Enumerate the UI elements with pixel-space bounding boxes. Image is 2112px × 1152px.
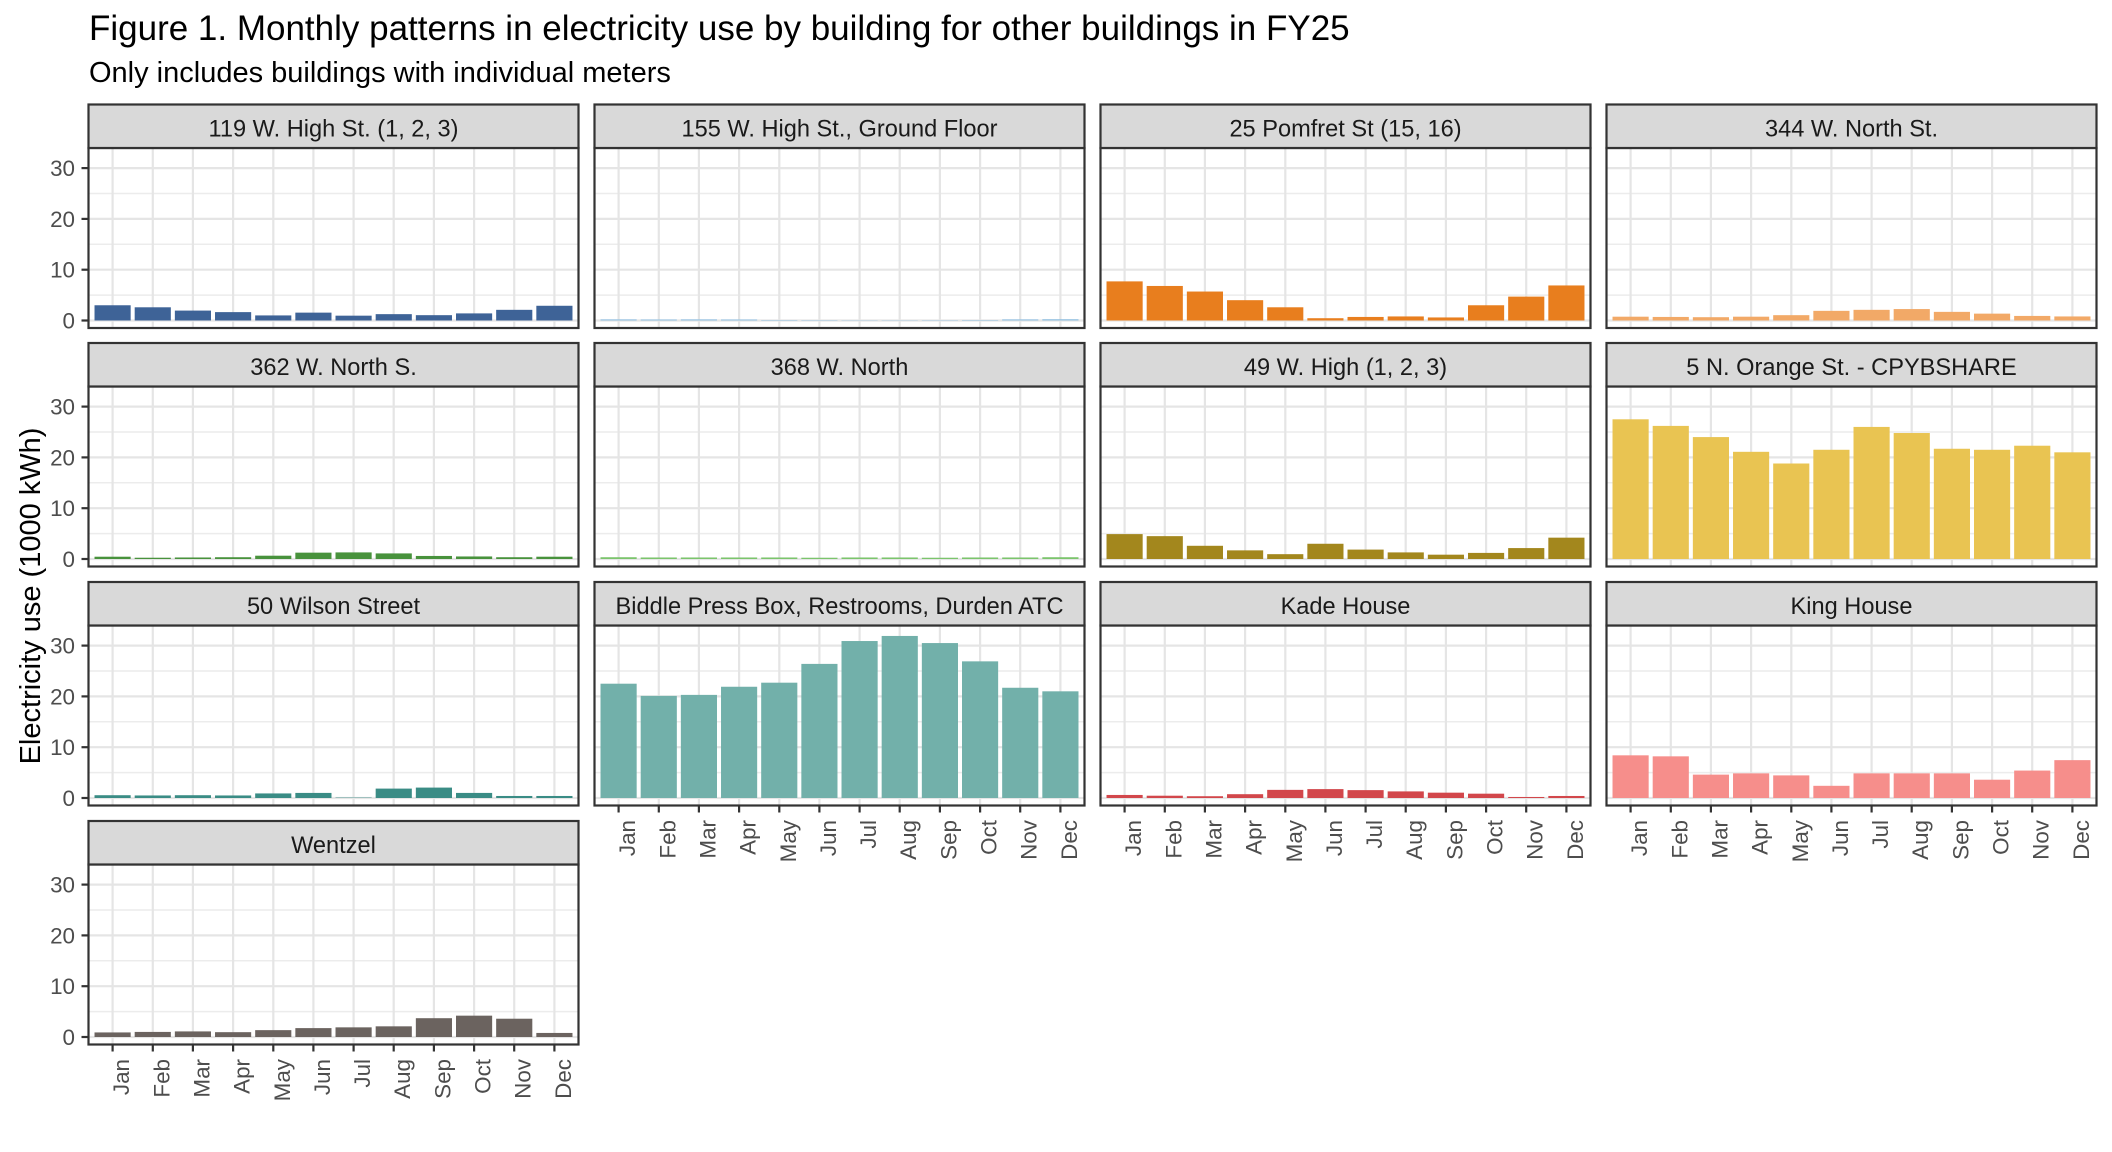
svg-text:Biddle Press Box, Restrooms, D: Biddle Press Box, Restrooms, Durden ATC	[615, 594, 1063, 620]
svg-text:50 Wilson Street: 50 Wilson Street	[247, 594, 421, 620]
svg-text:Wentzel: Wentzel	[291, 833, 376, 859]
svg-text:May: May	[776, 819, 801, 862]
svg-text:0: 0	[63, 786, 75, 811]
svg-text:Jan: Jan	[109, 1059, 134, 1095]
svg-text:Oct: Oct	[471, 1058, 496, 1094]
svg-text:Apr: Apr	[1242, 819, 1267, 854]
svg-text:20: 20	[50, 207, 75, 232]
svg-text:20: 20	[50, 923, 75, 948]
svg-text:Apr: Apr	[736, 819, 761, 854]
svg-text:King House: King House	[1791, 594, 1913, 620]
svg-text:Mar: Mar	[189, 1058, 214, 1097]
svg-text:5 N. Orange St. - CPYBSHARE: 5 N. Orange St. - CPYBSHARE	[1686, 355, 2016, 381]
svg-text:Electricity use (1000 kWh): Electricity use (1000 kWh)	[15, 428, 47, 765]
svg-text:0: 0	[63, 309, 75, 334]
svg-text:Nov: Nov	[1523, 819, 1548, 860]
svg-text:Jun: Jun	[1322, 820, 1347, 856]
svg-text:362 W. North S.: 362 W. North S.	[250, 355, 417, 381]
svg-text:May: May	[270, 1058, 295, 1101]
svg-text:10: 10	[50, 735, 75, 760]
svg-text:368 W. North: 368 W. North	[771, 355, 909, 381]
svg-text:May: May	[1282, 819, 1307, 862]
svg-text:Sep: Sep	[1948, 820, 1973, 860]
svg-text:Figure 1. Monthly patterns in: Figure 1. Monthly patterns in electricit…	[89, 9, 1350, 48]
svg-text:0: 0	[63, 547, 75, 572]
svg-text:Apr: Apr	[230, 1058, 255, 1093]
svg-text:Jul: Jul	[1362, 820, 1387, 849]
svg-text:Jun: Jun	[310, 1059, 335, 1095]
svg-text:Kade House: Kade House	[1281, 594, 1411, 620]
svg-text:Only includes buildings with i: Only includes buildings with individual …	[89, 57, 671, 89]
svg-text:Jun: Jun	[1828, 820, 1853, 856]
svg-text:30: 30	[50, 156, 75, 181]
svg-text:155 W. High St., Ground Floor: 155 W. High St., Ground Floor	[681, 117, 997, 143]
svg-text:Mar: Mar	[695, 819, 720, 858]
svg-text:30: 30	[50, 873, 75, 898]
svg-text:Aug: Aug	[390, 1059, 415, 1099]
svg-text:Oct: Oct	[1483, 819, 1508, 855]
svg-text:Jan: Jan	[1121, 820, 1146, 856]
svg-text:Dec: Dec	[2069, 820, 2094, 860]
svg-text:Jan: Jan	[1627, 820, 1652, 856]
svg-text:10: 10	[50, 258, 75, 283]
svg-text:Sep: Sep	[936, 820, 961, 860]
svg-text:Nov: Nov	[511, 1058, 536, 1099]
svg-text:Aug: Aug	[1402, 820, 1427, 860]
svg-text:Jul: Jul	[1868, 820, 1893, 849]
svg-text:Dec: Dec	[1057, 820, 1082, 860]
svg-text:Aug: Aug	[896, 820, 921, 860]
svg-text:Feb: Feb	[655, 820, 680, 859]
svg-text:344 W. North St.: 344 W. North St.	[1765, 117, 1938, 143]
svg-text:Apr: Apr	[1748, 819, 1773, 854]
svg-text:25 Pomfret St (15, 16): 25 Pomfret St (15, 16)	[1229, 117, 1461, 143]
svg-text:0: 0	[63, 1025, 75, 1050]
svg-text:Sep: Sep	[1442, 820, 1467, 860]
svg-text:May: May	[1788, 819, 1813, 862]
svg-text:Jul: Jul	[350, 1059, 375, 1088]
svg-text:Mar: Mar	[1707, 819, 1732, 858]
svg-text:Sep: Sep	[430, 1059, 455, 1099]
svg-text:Jul: Jul	[856, 820, 881, 849]
svg-text:49 W. High (1, 2, 3): 49 W. High (1, 2, 3)	[1244, 355, 1447, 381]
svg-text:Jun: Jun	[816, 820, 841, 856]
svg-text:Feb: Feb	[1667, 820, 1692, 859]
svg-text:Nov: Nov	[2029, 819, 2054, 860]
svg-text:30: 30	[50, 634, 75, 659]
svg-text:119 W. High St. (1, 2, 3): 119 W. High St. (1, 2, 3)	[208, 117, 458, 143]
svg-text:20: 20	[50, 445, 75, 470]
svg-text:Nov: Nov	[1017, 819, 1042, 860]
svg-text:Feb: Feb	[1161, 820, 1186, 859]
svg-text:Oct: Oct	[977, 819, 1002, 855]
svg-text:Mar: Mar	[1201, 819, 1226, 858]
svg-text:Dec: Dec	[551, 1059, 576, 1099]
svg-text:20: 20	[50, 684, 75, 709]
svg-text:Feb: Feb	[149, 1059, 174, 1098]
svg-text:30: 30	[50, 395, 75, 420]
svg-text:10: 10	[50, 974, 75, 999]
svg-text:10: 10	[50, 496, 75, 521]
svg-text:Jan: Jan	[615, 820, 640, 856]
svg-text:Oct: Oct	[1989, 819, 2014, 855]
svg-text:Aug: Aug	[1908, 820, 1933, 860]
svg-text:Dec: Dec	[1563, 820, 1588, 860]
